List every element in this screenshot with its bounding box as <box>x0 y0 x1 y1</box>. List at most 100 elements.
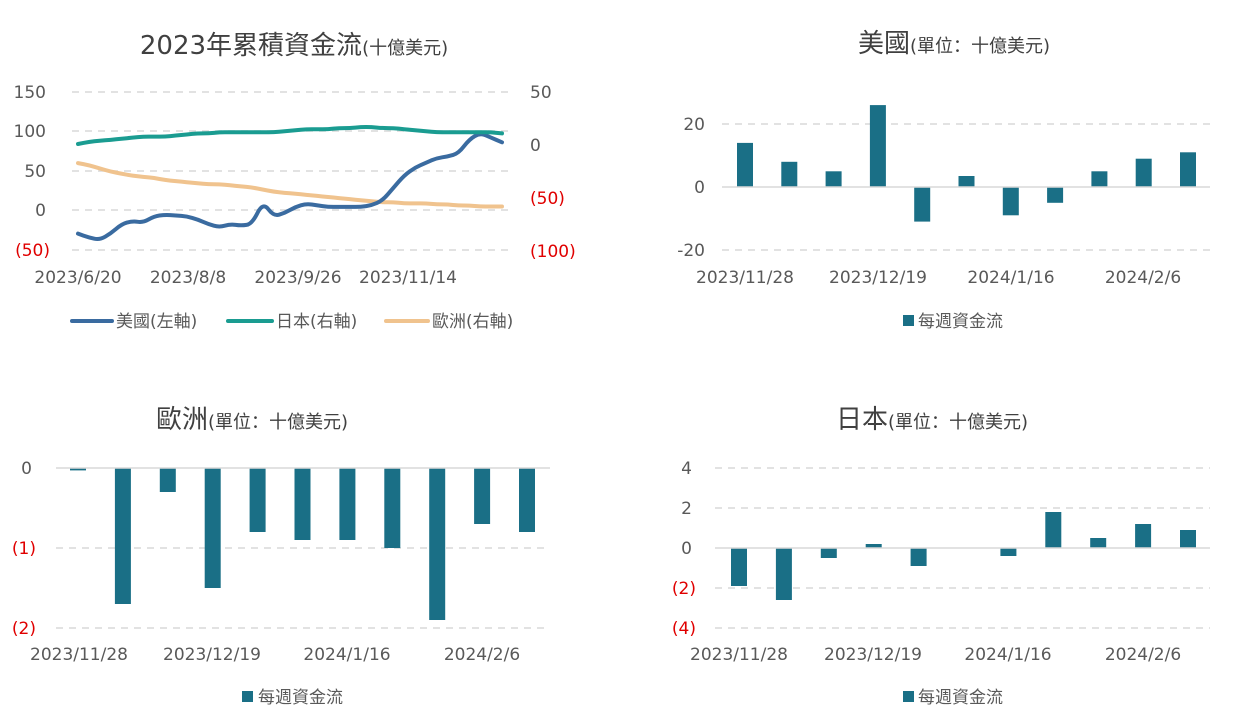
chart4-subtitle: (單位：十億美元) <box>888 412 1028 433</box>
chart4-x-tick: 2023/12/19 <box>824 645 922 665</box>
chart4-x-tick: 2024/1/16 <box>964 645 1051 665</box>
chart1-yright-tick: 0 <box>530 136 541 156</box>
chart2-bars <box>737 105 1196 222</box>
chart3-x-tick: 2024/1/16 <box>303 645 390 665</box>
chart3-bar <box>204 468 221 588</box>
chart3-bars <box>70 468 535 620</box>
chart3-bar <box>339 468 356 540</box>
chart4-bar <box>1180 530 1196 548</box>
chart4-legend-swatch <box>903 691 914 702</box>
chart2-bar <box>737 142 753 187</box>
chart2-bar <box>1047 187 1064 203</box>
chart3-x-tick: 2023/11/28 <box>30 645 128 665</box>
chart-cumulative: 2023年累積資金流(十億美元) 150 100 50 0 (50) 50 0 … <box>14 31 576 332</box>
chart2-bar <box>1180 152 1196 187</box>
chart3-legend-swatch <box>242 691 253 702</box>
chart3-y-tick: 0 <box>21 459 32 479</box>
chart4-bar <box>731 548 747 586</box>
chart4-bar <box>775 548 792 600</box>
chart2-bar <box>914 187 931 222</box>
chart3-bar <box>519 468 535 532</box>
chart3-bar <box>384 468 401 548</box>
chart3-bar <box>249 468 266 532</box>
chart3-y-tick: (1) <box>12 539 36 559</box>
legend-europe-label: 歐洲(右軸) <box>432 312 513 332</box>
chart4-bar <box>1000 548 1017 556</box>
chart3-bar <box>70 468 86 471</box>
chart2-title-group: 美國(單位：十億美元) <box>858 29 1050 59</box>
chart2-bar <box>1002 187 1019 216</box>
chart3-bar <box>294 468 311 540</box>
chart4-y-tick: (4) <box>672 619 696 639</box>
chart4-y-tick: (2) <box>672 579 696 599</box>
chart4-bars <box>731 512 1196 600</box>
chart4-x-tick: 2023/11/28 <box>690 645 788 665</box>
chart1-yleft-tick: 50 <box>24 162 46 182</box>
chart1-yright-tick: (50) <box>530 189 565 209</box>
chart2-subtitle: (單位：十億美元) <box>910 36 1050 57</box>
chart2-y-tick: 20 <box>683 115 705 135</box>
chart2-bar <box>781 161 798 187</box>
chart1-yleft-tick: 150 <box>14 83 46 103</box>
series-line-europe <box>76 161 504 209</box>
chart4-legend-label: 每週資金流 <box>918 688 1003 708</box>
chart2-legend-label: 每週資金流 <box>918 312 1003 332</box>
chart1-yright-tick: 50 <box>530 83 552 103</box>
chart4-bar <box>910 548 927 566</box>
chart2-bar <box>869 105 886 187</box>
chart3-title-group: 歐洲(單位：十億美元) <box>156 405 348 435</box>
chart2-x-tick: 2024/1/16 <box>967 268 1054 288</box>
chart1-yright-tick: (100) <box>530 242 576 262</box>
chart2-legend-swatch <box>903 315 914 326</box>
series-line-japan <box>76 125 504 146</box>
chart1-yleft-tick: 0 <box>35 201 46 221</box>
chart2-bar <box>958 176 975 187</box>
chart1-yleft-tick: (50) <box>15 241 50 261</box>
chart3-x-tick: 2024/2/6 <box>444 645 520 665</box>
chart3-y-tick: (2) <box>12 619 36 639</box>
chart2-bar <box>1091 171 1108 188</box>
chart4-title: 日本 <box>836 405 888 435</box>
chart4-bar <box>865 544 882 548</box>
chart4-y-tick: 4 <box>681 459 692 479</box>
chart3-legend-label: 每週資金流 <box>258 688 343 708</box>
chart4-y-tick: 0 <box>681 539 692 559</box>
chart1-series-lines <box>76 125 504 242</box>
chart-europe: 歐洲(單位：十億美元) 0 (1) (2) 2023/11/28 2023/12… <box>12 405 550 708</box>
chart2-bar <box>825 171 842 188</box>
chart4-title-group: 日本(單位：十億美元) <box>836 405 1028 435</box>
chart2-x-tick: 2023/12/19 <box>829 268 927 288</box>
chart1-x-tick: 2023/6/20 <box>34 268 121 288</box>
chart4-x-tick: 2024/2/6 <box>1105 645 1181 665</box>
chart-us: 美國(單位：十億美元) 20 0 -20 2023/11/28 2023/12/… <box>677 29 1210 332</box>
chart4-bar <box>1135 524 1152 548</box>
chart4-bar <box>820 548 837 558</box>
chart3-subtitle: (單位：十億美元) <box>208 412 348 433</box>
chart2-y-tick: 0 <box>694 178 705 198</box>
chart2-y-tick: -20 <box>677 241 705 261</box>
chart2-x-tick: 2023/11/28 <box>696 268 794 288</box>
chart3-bar <box>474 468 491 524</box>
chart1-subtitle: (十億美元) <box>362 38 448 59</box>
legend-japan-label: 日本(右軸) <box>276 312 357 332</box>
chart3-title: 歐洲 <box>156 405 208 435</box>
chart1-title-group: 2023年累積資金流(十億美元) <box>140 31 448 61</box>
chart3-bar <box>159 468 176 492</box>
chart2-title: 美國 <box>858 29 910 59</box>
chart3-bar <box>114 468 131 604</box>
chart4-bar <box>1045 512 1062 548</box>
chart1-x-tick: 2023/9/26 <box>254 268 341 288</box>
chart3-bar <box>429 468 446 620</box>
chart1-title: 2023年累積資金流 <box>140 31 362 61</box>
chart3-x-tick: 2023/12/19 <box>163 645 261 665</box>
chart4-y-tick: 2 <box>681 499 692 519</box>
chart1-x-tick: 2023/11/14 <box>359 268 457 288</box>
chart1-x-tick: 2023/8/8 <box>150 268 226 288</box>
chart2-bar <box>1135 158 1152 187</box>
legend-us-label: 美國(左軸) <box>116 312 197 332</box>
chart4-bar <box>1090 538 1107 548</box>
chart1-yleft-tick: 100 <box>14 122 46 142</box>
chart2-x-tick: 2024/2/6 <box>1105 268 1181 288</box>
chart-japan: 日本(單位：十億美元) 4 2 0 (2) (4) 2023/11/28 202… <box>672 405 1210 708</box>
